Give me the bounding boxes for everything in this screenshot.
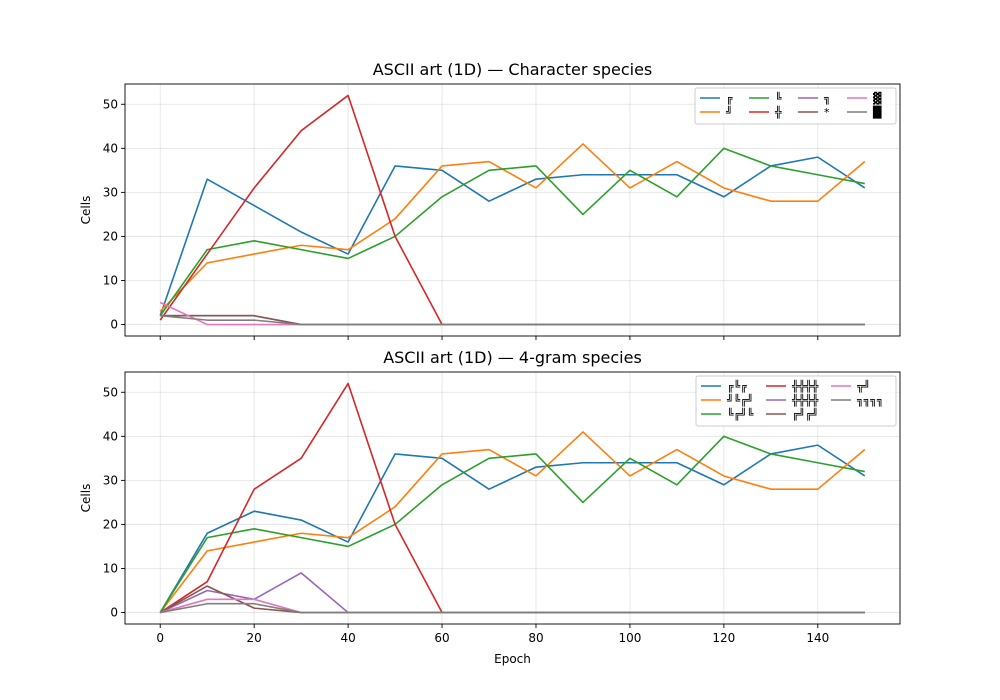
y-tick-label: 30 (103, 185, 118, 199)
top-chart: 0 10 20 30 40 50 ASCII art (1D) — Character sp… (79, 60, 901, 340)
y-axis-label: Cells (79, 484, 93, 513)
y-tick-label: 40 (103, 429, 118, 443)
x-tick-label: 0 (156, 631, 164, 645)
bottom-chart: 0 20 40 60 80 100 120 140 0 10 20 30 40 50 ASCII art (… (79, 348, 901, 666)
y-tick-label: 20 (103, 229, 118, 243)
legend-label: ╬╬╬╬ (791, 393, 819, 407)
x-tick-label: 140 (806, 631, 829, 645)
plot-frame (124, 83, 901, 337)
legend-label: ╬╬╬╬ (791, 379, 819, 393)
plot-frame (124, 371, 901, 625)
y-axis-label: Cells (79, 196, 93, 225)
series-line-8 (160, 602, 865, 614)
legend-label: █ (872, 105, 882, 119)
series-line-3 (159, 435, 865, 613)
y-tick-label: 20 (103, 517, 118, 531)
y-tick-label: 40 (103, 141, 118, 155)
legend-label: ╚╔╝╚ (727, 407, 754, 421)
legend-label: ╔╚╔ (727, 379, 747, 393)
series-line-8 (160, 314, 865, 326)
legend-box (695, 375, 897, 427)
x-tick-label: 40 (340, 631, 355, 645)
x-tick-label: 80 (528, 631, 543, 645)
legend-label: ╔╝╔╝ (792, 407, 819, 421)
series-line-3 (159, 147, 865, 317)
legend: ╔╚╔╝╚╔╝╚╔╝╚╬╬╬╬╬╬╬╬╔╝╔╝╦╝╗╗╗╗ (695, 375, 897, 427)
y-tick-label: 50 (103, 97, 118, 111)
legend-label: ╝╚╔╝ (726, 393, 754, 407)
x-axis-label: Epoch (494, 652, 531, 666)
y-tick-label: 10 (103, 273, 118, 287)
y-tick-label: 0 (110, 606, 118, 620)
series-line-2 (159, 143, 866, 312)
x-tick-label: 120 (712, 631, 735, 645)
x-tick-label: 100 (618, 631, 641, 645)
legend-label: ╚ (775, 91, 782, 105)
series-line-1 (159, 156, 866, 316)
y-tick-label: 0 (110, 318, 118, 332)
chart-title: ASCII art (1D) — 4-gram species (383, 348, 642, 367)
legend-label: * (824, 106, 830, 119)
y-tick-label: 30 (103, 473, 118, 487)
legend-label: ╝ (725, 105, 733, 119)
legend-label: ▓ (873, 91, 882, 105)
chart-title: ASCII art (1D) — Character species (373, 60, 653, 79)
legend-label: ╔ (726, 92, 733, 105)
x-tick-label: 20 (247, 631, 262, 645)
legend: ╔╝ ╚╬ ╗* ▓█ (694, 87, 897, 125)
y-tick-label: 10 (103, 561, 118, 575)
legend-label: ╗ (823, 92, 831, 105)
legend-box (694, 87, 897, 125)
y-tick-label: 50 (103, 385, 118, 399)
legend-label: ╬ (774, 105, 782, 119)
series-line-2 (159, 431, 866, 614)
legend-label: ╗╗╗╗ (856, 394, 884, 407)
legend-label: ╦╝ (856, 379, 870, 393)
series-line-1 (159, 444, 866, 613)
x-tick-label: 60 (434, 631, 449, 645)
